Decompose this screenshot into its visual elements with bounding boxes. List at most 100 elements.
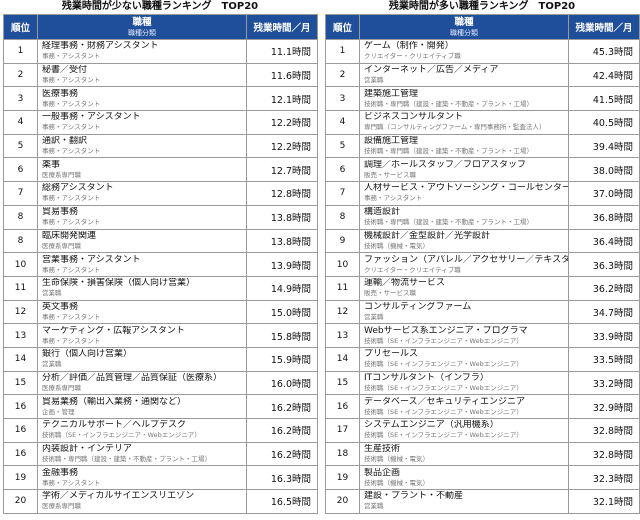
rank-cell: 15 (325, 370, 360, 396)
high-overtime-title: 残業時間が多い職種ランキング TOP20 (388, 1, 576, 12)
job-cell: 機械設計／金型設計／光学設計 技術職（機械・電気） (359, 228, 569, 254)
hours-cell: 15.9時間 (246, 346, 318, 372)
rank-cell: 1 (3, 39, 38, 64)
job-cell: 総務アシスタント 事務・アシスタント (37, 181, 247, 206)
job-category: 営業職 (364, 502, 384, 511)
rank-cell: 16 (3, 394, 38, 419)
table-row: 8 貿易事務 事務・アシスタント 13.8時間 (3, 204, 318, 230)
rank-cell: 2 (3, 62, 38, 88)
table-row: 4 ビジネスコンサルタント 専門職（コンサルティングファーム・専門事務所・監査法人）… (325, 110, 640, 135)
job-cell: インターネット／広告／メディア 営業職 (359, 62, 569, 88)
job-category: 営業職 (42, 360, 62, 369)
hours-cell: 36.3時間 (568, 252, 640, 277)
table-row: 16 テクニカルサポート／ヘルプデスク 技術職（SE・インフラエンジニア・Webエン… (3, 418, 318, 443)
job-cell: ビジネスコンサルタント 専門職（コンサルティングファーム・専門事務所・監査法人） (359, 110, 569, 135)
job-cell: システムエンジニア（汎用機系） 技術職（SE・インフラエンジニア・Webエンジニア… (359, 418, 569, 443)
job-category: 技術職（SE・インフラエンジニア・Webエンジニア） (364, 407, 523, 416)
job-category: 技術職（機械・電気） (364, 241, 429, 250)
hours-cell: 37.0時間 (568, 181, 640, 206)
hours-cell: 36.2時間 (568, 275, 640, 301)
table-row: 17 システムエンジニア（汎用機系） 技術職（SE・インフラエンジニア・Webエンジ… (325, 418, 640, 443)
job-name: コンサルティングファーム (364, 301, 472, 312)
low-overtime-table: 順位 職種 職種分類 残業時間／月 1 経理事務・財務アシスタント 事務・アシスタン… (3, 14, 318, 514)
hours-cell: 32.8時間 (568, 441, 640, 467)
rank-cell: 1 (325, 39, 360, 64)
rank-cell: 10 (325, 252, 360, 277)
rank-cell: 13 (3, 323, 38, 348)
rank-cell: 13 (325, 323, 360, 348)
job-name: 機械設計／金型設計／光学設計 (364, 230, 491, 241)
hours-header: 残業時間／月 (568, 14, 640, 40)
job-cell: 一般事務・アシスタント 事務・アシスタント (37, 110, 247, 135)
job-name: 一般事務・アシスタント (42, 112, 141, 123)
rank-cell: 19 (325, 465, 360, 491)
job-name: 薬事 (42, 159, 61, 170)
rank-cell: 8 (3, 204, 38, 230)
job-cell: 臨床開発関連 医療系専門職 (37, 228, 247, 254)
table-header-row: 順位 職種 職種分類 残業時間／月 (325, 14, 640, 40)
job-name: ゲーム（制作・開発） (364, 41, 454, 52)
table-row: 12 英文事務 事務・アシスタント 15.0時間 (3, 299, 318, 325)
table-row: 8 構造設計 技術職・専門職（建設・建築・不動産・プラント・工場） 36.8時間 (325, 204, 640, 230)
job-cell: ゲーム（制作・開発） クリエイター・クリエイティブ職 (359, 39, 569, 64)
hours-cell: 32.3時間 (568, 465, 640, 491)
job-category: 技術職・専門職（建設・建築・不動産・プラント・工場） (364, 99, 533, 108)
job-category: 医療系専門職 (42, 241, 81, 250)
hours-cell: 34.7時間 (568, 299, 640, 325)
job-category: 事務・アシスタント (42, 194, 101, 203)
table-row: 19 金融事務 事務・アシスタント 16.3時間 (3, 465, 318, 491)
job-cell: 建設・プラント・不動産 営業職 (359, 489, 569, 514)
job-cell: 医療事務 事務・アシスタント (37, 86, 247, 112)
rank-cell: 15 (3, 370, 38, 396)
hours-cell: 33.2時間 (568, 370, 640, 396)
rank-cell: 3 (325, 86, 360, 112)
job-header-label: 職種 (454, 16, 474, 28)
hours-cell: 32.8時間 (568, 418, 640, 443)
job-category: 技術職（SE・インフラエンジニア・Webエンジニア） (42, 431, 201, 440)
rank-cell: 19 (3, 465, 38, 491)
hours-cell: 12.7時間 (246, 157, 318, 183)
high-overtime-panel: 残業時間が多い職種ランキング TOP20 順位 職種 職種分類 残業時間／月 1… (325, 0, 640, 514)
job-category: 医療系専門職 (42, 170, 81, 179)
hours-cell: 32.9時間 (568, 394, 640, 419)
job-name: 運輸／物流サービス (364, 278, 446, 289)
hours-cell: 40.5時間 (568, 110, 640, 135)
rank-header: 順位 (325, 14, 360, 40)
hours-cell: 12.8時間 (246, 181, 318, 206)
hours-cell: 38.0時間 (568, 157, 640, 183)
table-row: 6 調理／ホールスタッフ／フロアスタッフ 販売・サービス職 38.0時間 (325, 157, 640, 183)
job-cell: 製品企画 技術職（機械・電気） (359, 465, 569, 491)
job-name: ITコンサルタント（インフラ） (364, 372, 489, 383)
rank-cell: 10 (3, 252, 38, 277)
job-cell: 薬事 医療系専門職 (37, 157, 247, 183)
job-name: 銀行（個人向け営業） (42, 349, 133, 360)
job-name: Webサービス系エンジニア・プログラマ (364, 325, 528, 336)
job-cell: 生命保険・損害保険（個人向け営業） 営業職 (37, 275, 247, 301)
job-category: 企画・管理 (42, 407, 75, 416)
table-row: 9 機械設計／金型設計／光学設計 技術職（機械・電気） 36.4時間 (325, 228, 640, 254)
job-name: 製品企画 (364, 467, 401, 478)
job-category: 事務・アシスタント (42, 76, 101, 85)
job-category: 技術職（SE・インフラエンジニア・Webエンジニア） (364, 383, 523, 392)
rank-cell: 6 (325, 157, 360, 183)
job-cell: テクニカルサポート／ヘルプデスク 技術職（SE・インフラエンジニア・Webエンジニ… (37, 418, 247, 443)
hours-cell: 36.4時間 (568, 228, 640, 254)
table-row: 5 通訳・翻訳 事務・アシスタント 12.2時間 (3, 133, 318, 159)
rank-cell: 5 (3, 133, 38, 159)
hours-cell: 33.5時間 (568, 346, 640, 372)
job-cell: 設備施工管理 技術職・専門職（建設・建築・不動産・プラント・工場） (359, 133, 569, 159)
job-category: 医療系専門職 (42, 502, 81, 511)
job-name: 内装設計・インテリア (42, 444, 133, 455)
low-overtime-title: 残業時間が少ない職種ランキング TOP20 (61, 1, 259, 12)
job-name: テクニカルサポート／ヘルプデスク (42, 420, 187, 431)
job-name: 生産技術 (364, 444, 401, 455)
hours-cell: 16.3時間 (246, 465, 318, 491)
job-category: 専門職（コンサルティングファーム・専門事務所・監査法人） (364, 123, 546, 132)
job-category: 技術職（SE・インフラエンジニア・Webエンジニア） (364, 336, 523, 345)
job-cell: 分析／評価／品質管理／品質保証（医療系） 医療系専門職 (37, 370, 247, 396)
table-row: 6 薬事 医療系専門職 12.7時間 (3, 157, 318, 183)
table-row: 16 内装設計・インテリア 技術職・専門職（建設・建築・不動産・プラント・工場） 16… (3, 441, 318, 467)
job-name: 建設・プラント・不動産 (364, 491, 464, 502)
job-name: 英文事務 (42, 301, 79, 312)
job-category: 事務・アシスタント (42, 99, 101, 108)
